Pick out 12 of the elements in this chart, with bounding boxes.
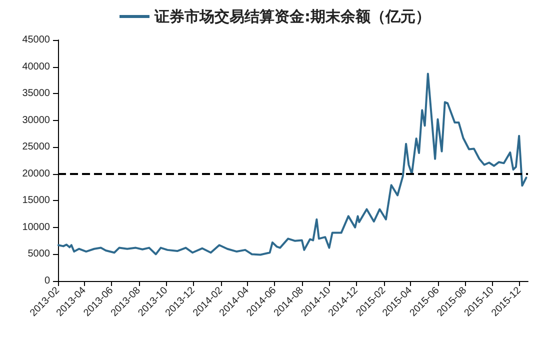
y-tick-label: 5000: [28, 248, 50, 260]
y-tick-label: 15000: [22, 195, 50, 206]
y-tick-label: 0: [44, 276, 50, 286]
y-tick-label: 30000: [22, 114, 50, 126]
y-tick-label: 20000: [22, 168, 50, 180]
y-tick-label: 10000: [22, 222, 50, 233]
line-series: [57, 72, 528, 256]
y-tick-label: 45000: [22, 34, 50, 46]
y-tick-label: 35000: [22, 88, 50, 100]
y-tick-label: 25000: [22, 142, 50, 153]
legend-label: 证券市场交易结算资金:期末余额（亿元）: [154, 8, 430, 26]
y-tick-label: 40000: [22, 61, 50, 72]
